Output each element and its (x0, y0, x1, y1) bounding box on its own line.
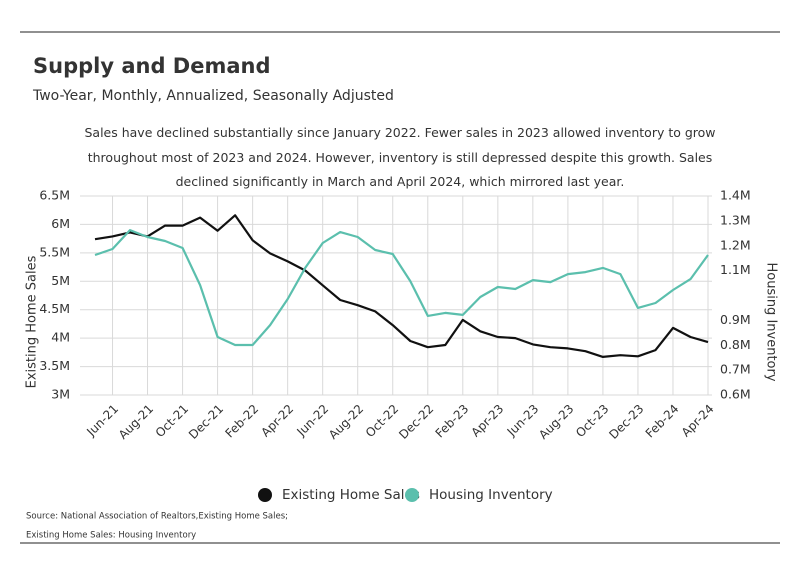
x-tick-label: Jun-22 (294, 402, 332, 440)
y2-tick-label: 0.7M (720, 362, 751, 377)
x-tick-label: Feb-24 (643, 402, 682, 441)
legend-label: Housing Inventory (429, 487, 553, 503)
source: Source: National Association of Realtors… (26, 512, 288, 522)
series-line (94, 214, 709, 358)
y-tick-label: 3.5M (39, 358, 70, 373)
series-line (94, 229, 709, 347)
y2-tick-label: 1.3M (720, 212, 751, 227)
x-tick-label: Apr-24 (679, 402, 717, 440)
x-tick-label: Oct-22 (363, 402, 401, 440)
x-tick-label: Feb-22 (222, 402, 261, 441)
y2-tick-label: 0.9M (720, 312, 751, 327)
y-tick-label: 3M (51, 387, 70, 402)
y-axis-title: Existing Home Sales (25, 255, 40, 388)
y2-tick-label: 1.2M (720, 237, 751, 252)
chart-subtitle: Two-Year, Monthly, Annualized, Seasonall… (33, 88, 394, 104)
x-tick-label: Aug-23 (536, 402, 576, 442)
x-tick-label: Dec-22 (396, 402, 436, 442)
x-tick-label: Oct-21 (153, 402, 191, 440)
x-tick-label: Apr-23 (469, 402, 507, 440)
x-tick-label: Aug-22 (326, 402, 366, 442)
x-tick-label: Jun-21 (83, 402, 121, 440)
y-tick-label: 6.5M (39, 188, 70, 203)
y-tick-label: 6M (51, 216, 70, 231)
y-tick-label: 5M (51, 273, 70, 288)
y-tick-label: 5.5M (39, 244, 70, 259)
y2-tick-label: 1.1M (720, 262, 751, 277)
x-tick-label: Apr-22 (258, 402, 296, 440)
source: Existing Home Sales: Housing Inventory (26, 531, 196, 541)
chart-title: Supply and Demand (33, 54, 271, 78)
legend-label: Existing Home Sales (282, 487, 420, 503)
y2-tick-label: 0.8M (720, 337, 751, 352)
y-tick-label: 4M (51, 330, 70, 345)
y2-axis-title: Housing Inventory (764, 262, 779, 381)
legend-marker (258, 488, 272, 502)
x-tick-label: Oct-23 (573, 402, 611, 440)
legend-marker (405, 488, 419, 502)
description: Sales have declined substantially since … (84, 125, 716, 189)
x-tick-label: Dec-21 (186, 402, 226, 442)
y-tick-label: 4.5M (39, 301, 70, 316)
x-tick-label: Aug-21 (116, 402, 156, 442)
x-tick-label: Feb-23 (433, 402, 472, 441)
x-tick-label: Jun-23 (504, 402, 542, 440)
y2-tick-label: 0.6M (720, 387, 751, 402)
y2-tick-label: 1.4M (720, 188, 751, 203)
x-tick-label: Dec-23 (606, 402, 646, 442)
